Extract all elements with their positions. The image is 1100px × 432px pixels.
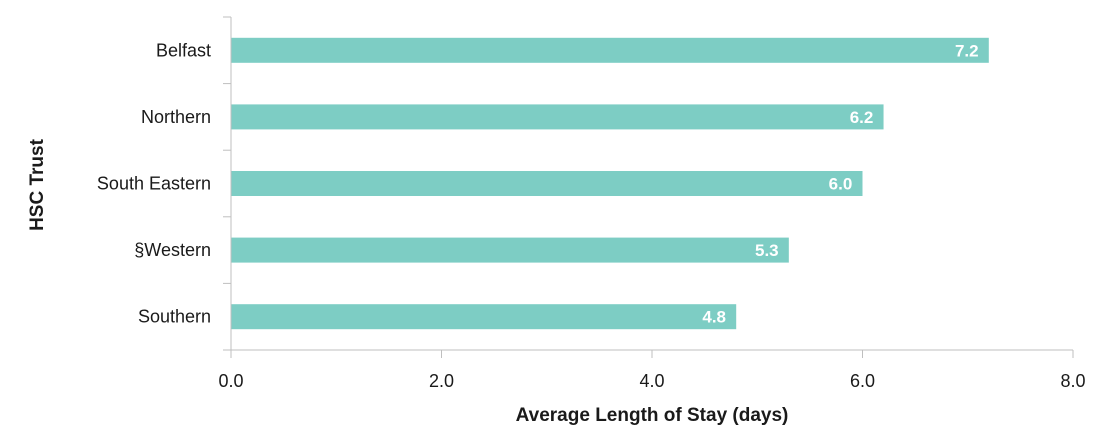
bar (231, 37, 989, 63)
data-label: 5.3 (755, 241, 779, 260)
category-label: Southern (138, 307, 211, 327)
ticks-layer (223, 16, 1074, 358)
bar (231, 104, 884, 130)
category-label: South Eastern (97, 174, 211, 194)
x-tick-label: 0.0 (218, 371, 243, 391)
bars-layer (231, 37, 989, 330)
x-tick-label: 8.0 (1060, 371, 1085, 391)
x-tick-label: 4.0 (639, 371, 664, 391)
data-label: 6.2 (850, 108, 874, 127)
category-label: Northern (141, 107, 211, 127)
bar (231, 304, 737, 330)
y-axis-title: HSC Trust (27, 138, 48, 231)
x-axis-title: Average Length of Stay (days) (516, 405, 789, 426)
category-label: Belfast (156, 40, 211, 60)
data-label: 4.8 (702, 308, 726, 327)
bar (231, 171, 863, 196)
data-label: 7.2 (955, 41, 979, 60)
data-label: 6.0 (829, 175, 853, 194)
x-tick-label: 6.0 (850, 371, 875, 391)
labels-layer: Belfast 7.2 Northern 6.2 South Eastern 6.0 §We… (97, 40, 1086, 391)
x-tick-label: 2.0 (429, 371, 454, 391)
category-label: §Western (134, 240, 211, 260)
bar (231, 237, 789, 263)
